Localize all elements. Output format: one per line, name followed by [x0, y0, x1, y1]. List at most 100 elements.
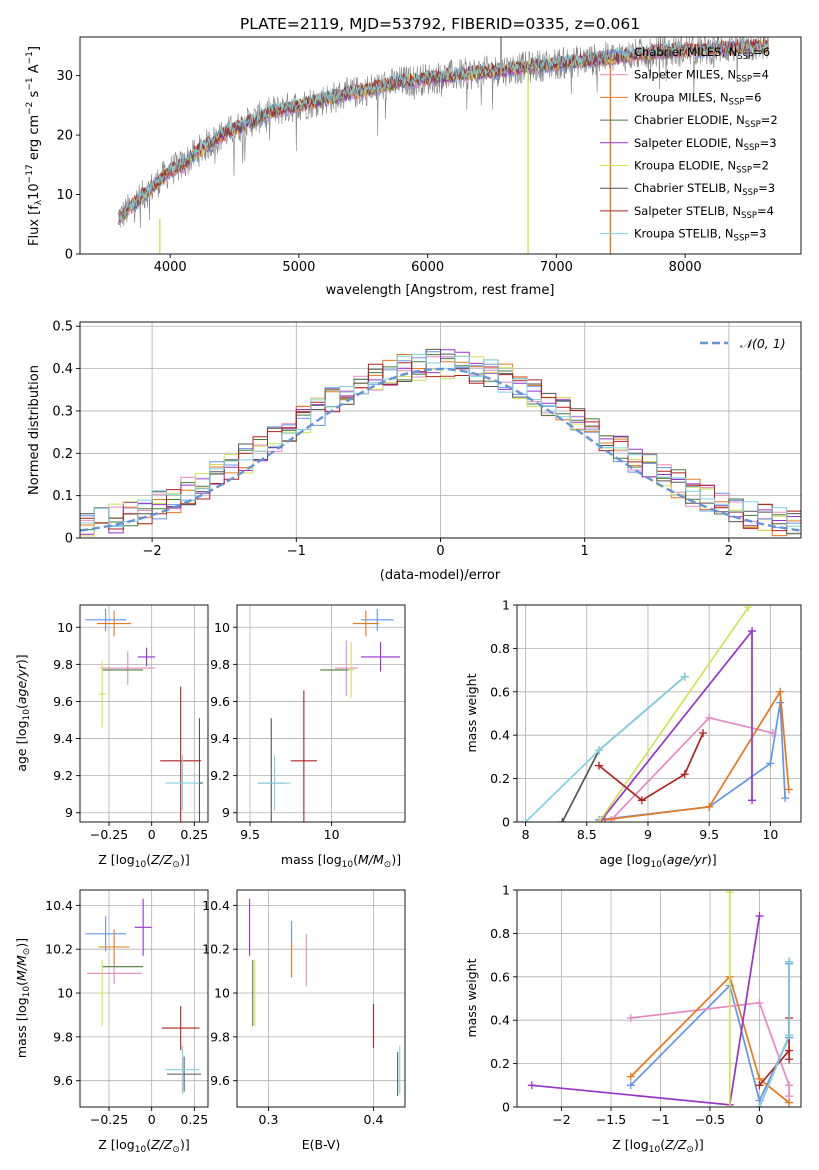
- y-tick-label: 0: [502, 1100, 510, 1115]
- mass-weight-marker: [595, 761, 604, 770]
- mass-weight-marker: [755, 1103, 764, 1107]
- mass-weight-line: [604, 689, 790, 821]
- residual-histogram: [80, 362, 801, 532]
- y-tick-label: 9: [222, 805, 230, 820]
- y-axis-label: mass [log10(M/M⊙)]: [14, 938, 32, 1058]
- x-tick-label: −1: [651, 1112, 669, 1127]
- axes-frame: [236, 889, 406, 1108]
- x-axis-label: Z [log10(Z/Z⊙)]: [98, 852, 189, 870]
- x-tick-label: 0: [148, 827, 156, 842]
- residual-histogram: [80, 349, 801, 535]
- x-tick-label: 1: [581, 544, 589, 559]
- x-tick-label: 0: [755, 1112, 763, 1127]
- mass-weight-marker: [785, 1098, 794, 1107]
- mass-weight-line: [531, 915, 761, 1106]
- y-tick-label: 0.5: [52, 320, 73, 335]
- y-tick-label: 10: [214, 620, 230, 635]
- legend-value: =6: [753, 45, 770, 59]
- y-tick-label: 0.1: [52, 489, 73, 504]
- mass-weight-marker: [766, 759, 775, 768]
- mass-weight-line: [598, 702, 786, 821]
- x-tick-label: 0.4: [364, 1112, 384, 1127]
- x-tick-label: −2: [143, 544, 162, 559]
- legend-label: Chabrier ELODIE, NSSP=2: [634, 113, 778, 130]
- x-tick-label: 8000: [669, 260, 702, 275]
- x-axis-label: wavelength [Angstrom, rest frame]: [326, 283, 555, 298]
- weight_vs_Z-plot-area: [527, 890, 794, 1107]
- mass-weight-marker: [637, 796, 646, 805]
- y-tick-label: 10: [214, 986, 230, 1001]
- y-tick-label: 0.2: [490, 1056, 510, 1071]
- mass-weight-marker: [699, 729, 708, 738]
- mass-weight-marker: [626, 1072, 635, 1081]
- y-axis-label: age [log10(age/yr)]: [14, 654, 32, 771]
- y-tick-label: 10.2: [202, 942, 230, 957]
- x-axis-label: E(B-V): [302, 1137, 341, 1152]
- y-tick-label: 9.2: [53, 768, 73, 783]
- y-tick-label: 0.4: [490, 1013, 510, 1028]
- mass-weight-marker: [768, 729, 777, 738]
- mass-weight-line: [561, 675, 686, 822]
- mass-weight-marker: [748, 796, 757, 805]
- mass-weight-marker: [626, 1014, 635, 1023]
- age_vs_mass-axes: [237, 605, 405, 822]
- mass-weight-marker: [595, 818, 604, 822]
- x-tick-label: −2: [552, 1112, 570, 1127]
- mass-weight-line: [598, 732, 704, 802]
- x-axis-label: (data-model)/error: [380, 568, 501, 583]
- weight_vs_age-plot-area: [521, 605, 793, 822]
- legend-value: =4: [752, 68, 769, 82]
- y-axis-label: Normed distribution: [27, 365, 42, 495]
- y-tick-label: 10.2: [45, 942, 73, 957]
- x-tick-label: 5000: [282, 260, 315, 275]
- weight_vs_age-frame: 8 8.5 9 9.5 10 0 0.2 0.4 0.6 0.8 1: [490, 598, 802, 842]
- legend-label: Chabrier MILES, NSSP=6: [634, 45, 770, 62]
- mass-weight-marker: [725, 890, 734, 897]
- normal-curve: [80, 367, 801, 532]
- x-tick-label: 9.5: [240, 827, 260, 842]
- y-tick-label: 10.4: [45, 898, 73, 913]
- mass-weight-marker: [785, 957, 794, 966]
- x-tick-label: 8: [522, 827, 530, 842]
- mass-weight-line: [630, 975, 790, 1104]
- mass-weight-marker: [680, 770, 689, 779]
- mass-weight-line: [758, 961, 790, 1107]
- y-tick-label: 10: [57, 986, 73, 1001]
- legend-subscript: SSP: [742, 188, 758, 198]
- axes-frame: [236, 604, 406, 823]
- mass-weight-marker: [705, 713, 714, 722]
- mass-weight-marker: [785, 1031, 794, 1040]
- x-tick-label: 0.25: [180, 1112, 208, 1127]
- x-tick-label: 4000: [154, 260, 187, 275]
- spectrum-frame: 4000 5000 6000 7000 8000 0 10 20 30: [56, 36, 802, 275]
- mass-weight-line: [758, 961, 790, 1107]
- y-tick-label: 30: [56, 69, 73, 84]
- legend-subscript: SSP: [736, 166, 752, 176]
- y-tick-label: 9.8: [53, 1029, 73, 1044]
- y-tick-label: 10: [56, 188, 73, 203]
- y-tick-label: 9.8: [53, 657, 73, 672]
- y-tick-label: 20: [56, 129, 73, 144]
- x-tick-label: 10: [324, 827, 340, 842]
- chart-title: PLATE=2119, MJD=53792, FIBERID=0335, z=0…: [240, 15, 640, 33]
- y-tick-label: 0.6: [490, 684, 510, 699]
- y-tick-label: 0.2: [490, 771, 510, 786]
- y-tick-label: 9.6: [53, 1073, 73, 1088]
- mass-weight-marker: [527, 1081, 536, 1090]
- mass-weight-marker: [680, 672, 689, 681]
- mass-weight-marker: [558, 818, 567, 822]
- observed-spectrum: [118, 37, 769, 228]
- legend-label: Kroupa MILES, NSSP=6: [634, 90, 761, 107]
- y-tick-label: 1: [502, 883, 510, 898]
- y-axis-label: mass weight: [464, 673, 479, 752]
- mass_vs_ebv-plot-area: [249, 898, 401, 1097]
- residuals-frame: −2 −1 0 1 2 0 0.1 0.2 0.3 0.4 0.5: [52, 320, 802, 559]
- mass_vs_ebv-axes: [237, 890, 405, 1107]
- x-axis-label: mass [log10(M/M⊙)]: [281, 852, 401, 870]
- x-tick-label: 7000: [540, 260, 573, 275]
- y-tick-label: 9.6: [210, 694, 230, 709]
- y-tick-label: 0.4: [52, 362, 73, 377]
- legend-label: 𝒩(0, 1): [740, 336, 786, 351]
- axes-frame: [79, 604, 209, 823]
